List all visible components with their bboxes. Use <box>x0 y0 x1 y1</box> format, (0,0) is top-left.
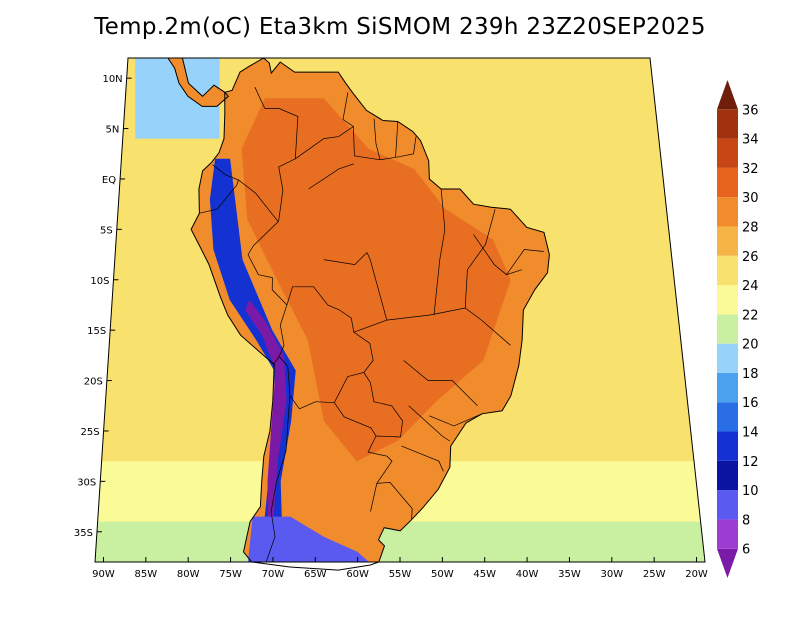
colorbar-bin <box>717 402 738 432</box>
colorbar-bin <box>717 519 738 549</box>
colorbar-bin <box>717 314 738 344</box>
colorbar-bin <box>717 460 738 491</box>
latitude-tick-label: 5N <box>106 125 120 136</box>
longitude-tick-label: 60W <box>346 569 369 580</box>
colorbar-label: 6 <box>742 543 750 558</box>
country-borders <box>199 87 544 563</box>
latitude-tick-label: EQ <box>102 175 116 186</box>
longitude-tick-label: 20W <box>685 569 708 580</box>
latitude-tick-label: 10N <box>102 74 122 85</box>
colorbar-label: 18 <box>742 367 759 382</box>
latitude-tick-label: 30S <box>77 477 96 488</box>
longitude-tick-label: 25W <box>643 569 666 580</box>
longitude-tick-label: 35W <box>558 569 581 580</box>
latitude-tick-label: 10S <box>90 276 109 287</box>
colorbar-label: 34 <box>742 133 759 148</box>
colorbar-label: 30 <box>742 191 759 206</box>
colorbar-label: 22 <box>742 308 759 323</box>
colorbar-label: 36 <box>742 103 759 118</box>
colorbar-label: 10 <box>742 484 759 499</box>
coastline <box>167 57 550 571</box>
colorbar-label: 32 <box>742 162 759 177</box>
latitude-tick-label: 15S <box>87 326 106 337</box>
longitude-tick-label: 30W <box>600 569 623 580</box>
andes-peak-field <box>245 299 287 532</box>
longitude-tick-label: 80W <box>177 569 200 580</box>
colorbar-bin <box>717 109 738 139</box>
colorbar-label: 14 <box>742 426 759 441</box>
latitude-axis: 10N 5N EQ 5S 10S 15S 20S 25S 30S 35S <box>74 74 132 539</box>
latitude-tick-label: 5S <box>100 225 113 236</box>
colorbar-label: 20 <box>742 338 759 353</box>
colorbar-bin <box>717 343 738 373</box>
longitude-tick-label: 75W <box>219 569 242 580</box>
longitude-tick-label: 65W <box>304 569 327 580</box>
colorbar-bin <box>717 431 738 461</box>
colorbar-bin <box>717 490 738 520</box>
colorbar-bin <box>717 226 738 256</box>
colorbar-bin <box>717 548 738 578</box>
longitude-tick-label: 40W <box>516 569 539 580</box>
colorbar-bin <box>717 80 738 110</box>
longitude-tick-label: 90W <box>92 569 115 580</box>
colorbar-label: 26 <box>742 250 759 265</box>
colorbar-bin <box>717 167 738 198</box>
colorbar-label: 24 <box>742 279 759 294</box>
latitude-tick-label: 20S <box>84 377 103 388</box>
colorbar-label: 28 <box>742 220 759 235</box>
colorbar-bin <box>717 285 738 315</box>
map-title: Temp.2m(oC) Eta3km SiSMOM 239h 23Z20SEP2… <box>94 14 706 40</box>
colorbar-label: 8 <box>742 513 750 528</box>
longitude-tick-label: 70W <box>262 569 285 580</box>
patagonia-cold-field <box>247 516 375 562</box>
domain-outline <box>94 57 706 563</box>
colorbar-bin <box>717 138 738 168</box>
colorbar-label: 16 <box>742 396 759 411</box>
longitude-tick-label: 50W <box>431 569 454 580</box>
longitude-tick-label: 45W <box>473 569 496 580</box>
colorbar-bin <box>717 197 738 227</box>
longitude-tick-label: 85W <box>135 569 158 580</box>
longitude-tick-label: 55W <box>389 569 412 580</box>
latitude-tick-label: 35S <box>74 528 93 539</box>
latitude-tick-label: 25S <box>81 427 100 438</box>
longitude-axis: 90W 85W 80W 75W 70W 65W 60W 55W 50W 45W 40W 35W 30W 2… <box>92 557 708 580</box>
colorbar: 6 8 10 12 14 16 18 20 22 24 26 28 30 32 34 36 <box>717 80 759 578</box>
colorbar-label: 12 <box>742 455 759 470</box>
colorbar-bin <box>717 372 738 403</box>
colorbar-bin <box>717 255 738 286</box>
